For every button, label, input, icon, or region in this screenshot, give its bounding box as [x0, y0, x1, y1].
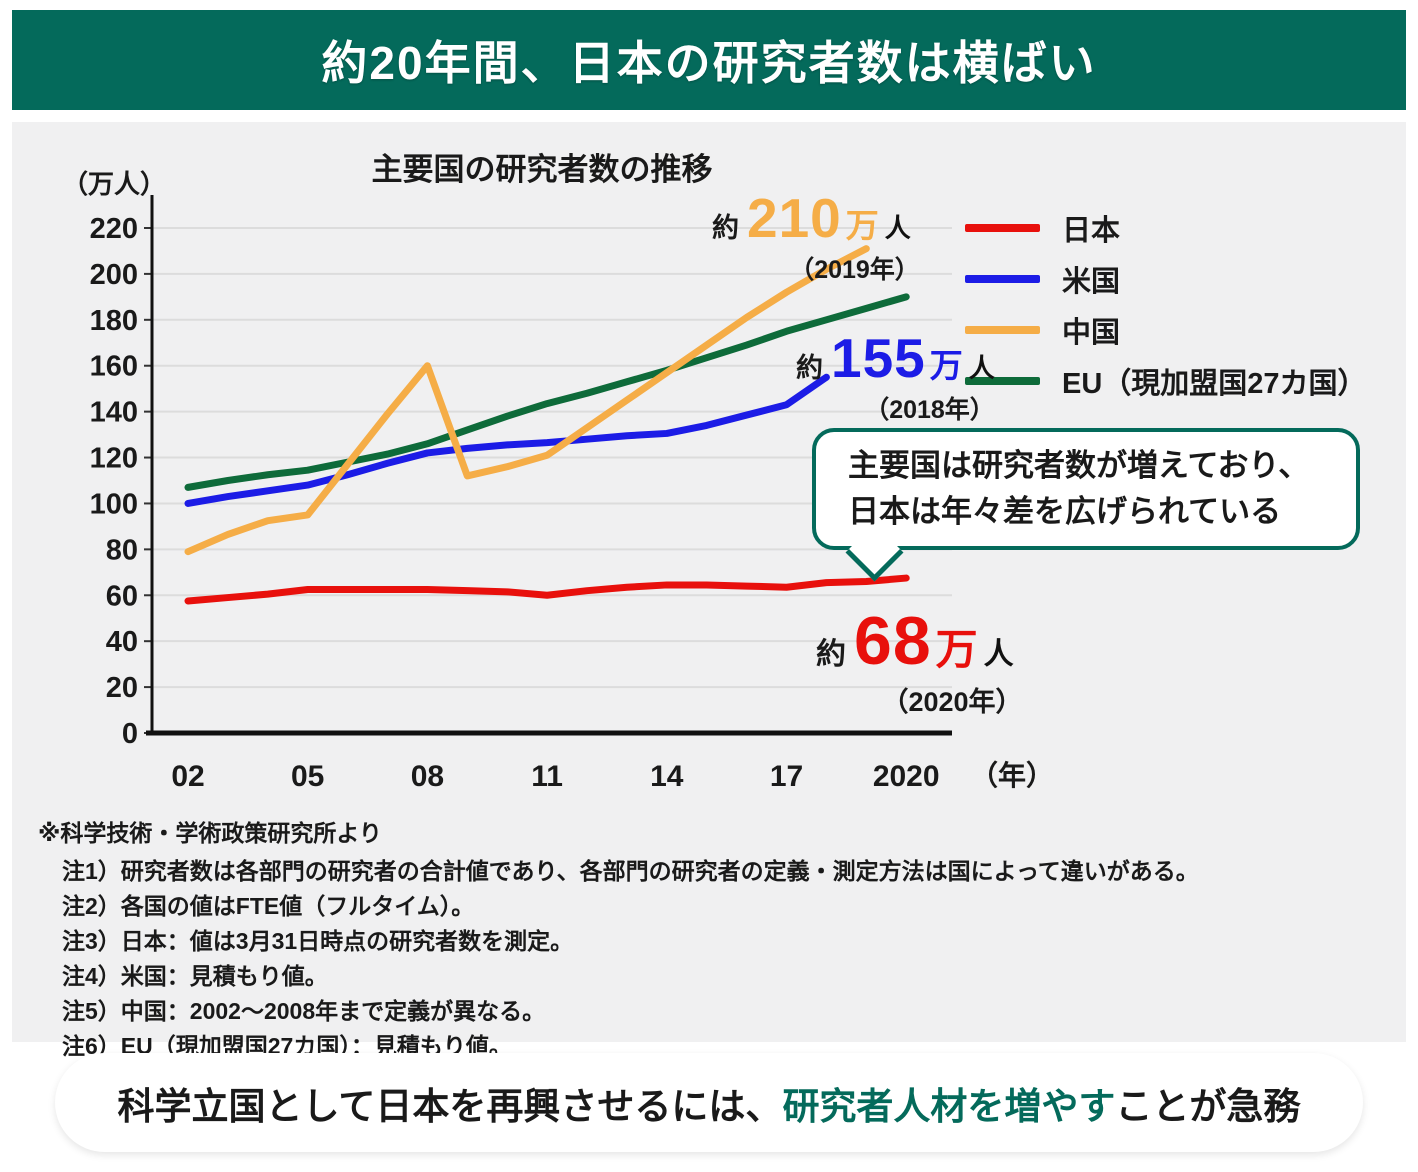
footnote-3: 注3）日本：値は3月31日時点の研究者数を測定。 [62, 928, 574, 954]
annotation-suffix: 人 [983, 638, 1014, 671]
svg-text:14: 14 [650, 760, 684, 793]
svg-text:60: 60 [106, 580, 138, 612]
callout-text-line2: 日本は年々差を広げられている [848, 494, 1282, 529]
svg-text:100: 100 [90, 488, 138, 520]
usa-line-swatch [965, 274, 1040, 283]
svg-text:140: 140 [90, 397, 138, 429]
svg-text:02: 02 [171, 760, 204, 793]
usa-peak-annotation: 約 155 万人 （2018年） [796, 326, 1017, 426]
annotation-unit: 万 [935, 626, 978, 673]
conclusion-text-pre: 科学立国として日本を再興させるには、 [117, 1085, 783, 1127]
footnotes: ※科学技術・学術政策研究所より 注1）研究者数は各部門の研究者の合計値であり、各… [38, 814, 1199, 1064]
legend-item-eu: EU（現加盟国27カ国） [965, 355, 1367, 406]
annotation-suffix: 人 [884, 213, 911, 243]
annotation-value: 155 [831, 327, 926, 389]
japan-value-annotation: 約 68 万人 （2020年） [816, 602, 1052, 719]
chart-title: 主要国の研究者数の推移 [371, 152, 713, 187]
china-line-swatch [965, 325, 1040, 334]
svg-text:200: 200 [90, 259, 138, 291]
conclusion-text-highlight: 研究者人材を増やす [782, 1085, 1116, 1127]
annotation-year: （2018年） [864, 396, 995, 424]
chart-panel: 主要国の研究者数の推移 （万人） 220 200 180 160 140 120 100 80… [12, 122, 1406, 1059]
svg-text:17: 17 [770, 760, 803, 793]
svg-text:20: 20 [106, 672, 138, 704]
svg-text:160: 160 [90, 351, 138, 383]
callout-box: 主要国は研究者数が増えており、 日本は年々差を広げられている [812, 428, 1360, 550]
legend-label: 中国 [1062, 316, 1121, 349]
annotation-suffix: 人 [968, 353, 995, 383]
china-peak-annotation: 約 210 万人 （2019年） [712, 186, 947, 286]
conclusion-banner: 科学立国として日本を再興させるには、 研究者人材を増やす ことが急務 [55, 1053, 1363, 1152]
svg-text:80: 80 [106, 534, 138, 566]
legend-item-japan: 日本 [965, 202, 1367, 253]
legend-label: EU（現加盟国27カ国） [1062, 367, 1367, 400]
annotation-unit: 万 [845, 207, 879, 244]
svg-text:0: 0 [122, 718, 138, 750]
footnote-1: 注1）研究者数は各部門の研究者の合計値であり、各部門の研究者の定義・測定方法は国… [62, 858, 1199, 884]
legend-item-usa: 米国 [965, 253, 1367, 304]
eu-line-swatch [965, 376, 1040, 385]
svg-text:2020: 2020 [873, 760, 940, 793]
source-note: ※科学技術・学術政策研究所より [38, 820, 382, 846]
annotation-year: （2019年） [789, 256, 920, 284]
annotation-prefix: 約 [816, 638, 846, 671]
y-axis-unit-label: （万人） [62, 169, 167, 199]
svg-text:11: 11 [531, 760, 563, 793]
annotation-year: （2020年） [881, 687, 1023, 717]
svg-text:220: 220 [90, 213, 138, 245]
japan-line-swatch [965, 223, 1040, 232]
footnote-5: 注5）中国：2002〜2008年まで定義が異なる。 [62, 998, 546, 1024]
annotation-value: 210 [747, 187, 842, 249]
svg-text:180: 180 [90, 305, 138, 337]
svg-text:05: 05 [291, 760, 324, 793]
svg-text:40: 40 [106, 626, 138, 658]
legend-label: 米国 [1062, 265, 1121, 298]
svg-text:08: 08 [411, 760, 444, 793]
svg-text:120: 120 [90, 443, 138, 475]
annotation-value: 68 [854, 603, 932, 679]
conclusion-text-post: ことが急務 [1115, 1085, 1301, 1127]
title-banner: 約20年間、日本の研究者数は横ばい [12, 10, 1406, 110]
annotation-prefix: 約 [796, 353, 823, 383]
annotation-unit: 万 [929, 347, 963, 384]
page-title: 約20年間、日本の研究者数は横ばい [321, 37, 1097, 89]
annotation-prefix: 約 [712, 213, 739, 243]
legend-label: 日本 [1062, 214, 1121, 247]
legend-item-china: 中国 [965, 304, 1367, 355]
callout-text-line1: 主要国は研究者数が増えており、 [848, 448, 1310, 484]
footnote-4: 注4）米国：見積もり値。 [62, 963, 328, 989]
chart-legend: 日本 米国 中国 EU（現加盟国27カ国） [965, 202, 1367, 406]
footnote-2: 注2）各国の値はFTE値（フルタイム）。 [62, 893, 475, 919]
svg-text:（年）: （年） [970, 759, 1054, 791]
